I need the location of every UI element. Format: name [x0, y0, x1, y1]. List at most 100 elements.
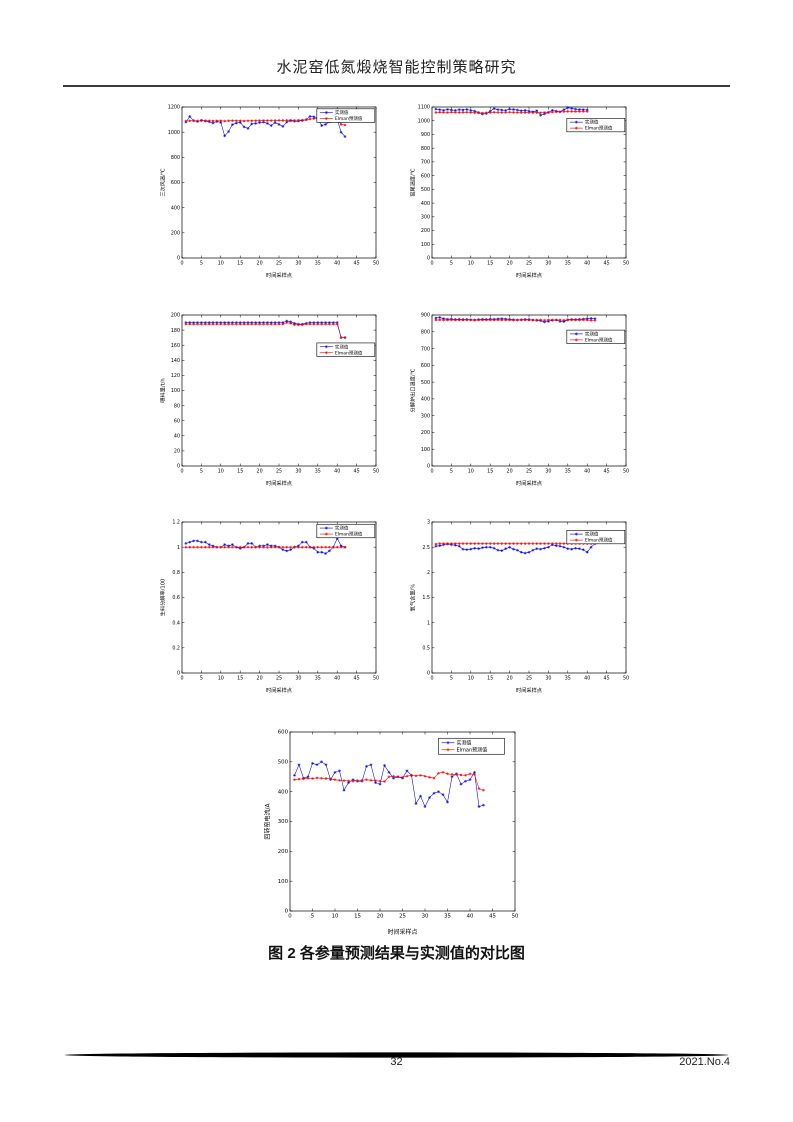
header-rule — [63, 85, 730, 87]
svg-text:Elman预测值: Elman预测值 — [335, 115, 363, 122]
svg-text:35: 35 — [565, 676, 571, 682]
svg-text:5: 5 — [450, 676, 453, 682]
svg-text:80: 80 — [174, 403, 180, 409]
chart-tertiary-air-temperature: 0 5 10 15 20 25 30 35 40 45 50 0 200 400 600 800 1000 120… — [158, 98, 385, 280]
svg-text:25: 25 — [526, 469, 532, 475]
svg-text:Elman预测值: Elman预测值 — [585, 537, 613, 544]
svg-text:实测值: 实测值 — [335, 525, 349, 532]
svg-text:700: 700 — [421, 346, 430, 352]
svg-text:实测值: 实测值 — [585, 119, 599, 126]
svg-text:1000: 1000 — [418, 118, 430, 124]
svg-text:20: 20 — [507, 676, 513, 682]
svg-text:600: 600 — [421, 363, 430, 369]
svg-text:180: 180 — [171, 328, 180, 334]
svg-text:40: 40 — [334, 261, 340, 267]
svg-text:20: 20 — [377, 914, 384, 920]
svg-text:0: 0 — [180, 261, 183, 267]
svg-text:100: 100 — [421, 242, 430, 248]
svg-text:0.6: 0.6 — [172, 595, 180, 601]
svg-text:25: 25 — [276, 261, 282, 267]
svg-text:25: 25 — [526, 261, 532, 267]
svg-text:三次风温/℃: 三次风温/℃ — [159, 168, 167, 196]
figure-caption: 图 2 各参量预测结果与实测值的对比图 — [268, 945, 525, 962]
svg-text:Elman预测值: Elman预测值 — [585, 337, 613, 344]
svg-text:600: 600 — [171, 180, 180, 186]
svg-text:40: 40 — [174, 434, 180, 440]
svg-text:实测值: 实测值 — [335, 343, 349, 350]
svg-text:20: 20 — [174, 449, 180, 455]
page-header-title: 水泥窑低氮煅烧智能控制策略研究 — [276, 60, 517, 76]
svg-text:0: 0 — [177, 671, 180, 677]
svg-text:1: 1 — [177, 545, 180, 551]
svg-text:1.5: 1.5 — [422, 595, 430, 601]
svg-text:45: 45 — [354, 261, 360, 267]
svg-text:40: 40 — [334, 676, 340, 682]
svg-text:2: 2 — [427, 570, 430, 576]
svg-text:600: 600 — [421, 173, 430, 179]
svg-text:160: 160 — [171, 343, 180, 349]
svg-text:100: 100 — [171, 388, 180, 394]
svg-text:0: 0 — [177, 464, 180, 470]
svg-text:800: 800 — [421, 329, 430, 335]
svg-text:10: 10 — [468, 469, 474, 475]
svg-text:30: 30 — [545, 676, 551, 682]
svg-text:35: 35 — [565, 469, 571, 475]
feed-rate-svg: 0 5 10 15 20 25 30 35 40 45 50 0 20 40 60 80 100 120 140 16… — [159, 313, 380, 487]
chart-raw-meal-decomposition-ratio: 0 5 10 15 20 25 30 35 40 45 50 0 0.2 0.4 0.6 0.8 1 1.2 生料分… — [158, 513, 385, 695]
svg-text:30: 30 — [295, 469, 301, 475]
svg-text:200: 200 — [171, 231, 180, 237]
chart-rotary-kiln-current: 0 5 10 15 20 25 30 35 40 45 50 0 100 200 300 400 500 600 回… — [263, 722, 527, 937]
svg-text:0: 0 — [180, 676, 183, 682]
chart-feed-rate: 0 5 10 15 20 25 30 35 40 45 50 0 20 40 60 80 100 120 140 16… — [158, 306, 385, 488]
svg-text:0: 0 — [430, 676, 433, 682]
chart-calciner-outlet-temperature: 0 5 10 15 20 25 30 35 40 45 50 0 100 200 300 400 500 600 7… — [408, 306, 635, 488]
svg-text:时间采样点: 时间采样点 — [266, 686, 292, 694]
svg-text:10: 10 — [218, 676, 224, 682]
svg-text:400: 400 — [421, 201, 430, 207]
svg-text:5: 5 — [450, 261, 453, 267]
svg-text:600: 600 — [278, 730, 289, 736]
svg-text:时间采样点: 时间采样点 — [266, 271, 292, 279]
svg-text:45: 45 — [604, 469, 610, 475]
svg-text:45: 45 — [604, 676, 610, 682]
svg-text:400: 400 — [171, 205, 180, 211]
tertiary-air-temperature-svg: 0 5 10 15 20 25 30 35 40 45 50 0 200 400 600 800 1000 120… — [159, 105, 380, 279]
svg-text:实测值: 实测值 — [585, 331, 599, 338]
svg-text:300: 300 — [421, 413, 430, 419]
svg-text:700: 700 — [421, 160, 430, 166]
svg-text:时间采样点: 时间采样点 — [266, 479, 292, 487]
svg-text:Elman预测值: Elman预测值 — [335, 531, 363, 538]
svg-text:15: 15 — [237, 676, 243, 682]
svg-text:25: 25 — [276, 469, 282, 475]
svg-text:300: 300 — [421, 215, 430, 221]
svg-text:时间采样点: 时间采样点 — [516, 686, 542, 694]
svg-text:30: 30 — [545, 469, 551, 475]
svg-text:400: 400 — [421, 397, 430, 403]
svg-text:50: 50 — [373, 261, 379, 267]
svg-text:1100: 1100 — [418, 105, 430, 111]
svg-text:1.2: 1.2 — [172, 520, 180, 526]
kiln-tail-temperature-svg: 0 5 10 15 20 25 30 35 40 45 5001002003004005006007… — [409, 105, 630, 279]
svg-text:50: 50 — [623, 469, 629, 475]
svg-text:40: 40 — [584, 469, 590, 475]
svg-text:0: 0 — [430, 469, 433, 475]
svg-text:800: 800 — [171, 155, 180, 161]
svg-text:0: 0 — [430, 261, 433, 267]
svg-text:0: 0 — [180, 469, 183, 475]
svg-text:Elman预测值: Elman预测值 — [585, 125, 613, 132]
svg-text:800: 800 — [421, 146, 430, 152]
svg-text:300: 300 — [278, 819, 289, 825]
svg-text:10: 10 — [468, 261, 474, 267]
svg-text:35: 35 — [444, 914, 451, 920]
svg-text:30: 30 — [545, 261, 551, 267]
svg-text:15: 15 — [487, 676, 493, 682]
svg-text:窑尾温度/℃: 窑尾温度/℃ — [409, 168, 417, 196]
svg-text:30: 30 — [422, 914, 429, 920]
svg-text:500: 500 — [421, 187, 430, 193]
svg-text:喂料量/t/h: 喂料量/t/h — [159, 378, 167, 402]
svg-text:2.5: 2.5 — [422, 545, 430, 551]
svg-text:回转窑电流/A: 回转窑电流/A — [264, 803, 272, 840]
svg-text:3: 3 — [427, 520, 430, 526]
svg-text:200: 200 — [421, 430, 430, 436]
